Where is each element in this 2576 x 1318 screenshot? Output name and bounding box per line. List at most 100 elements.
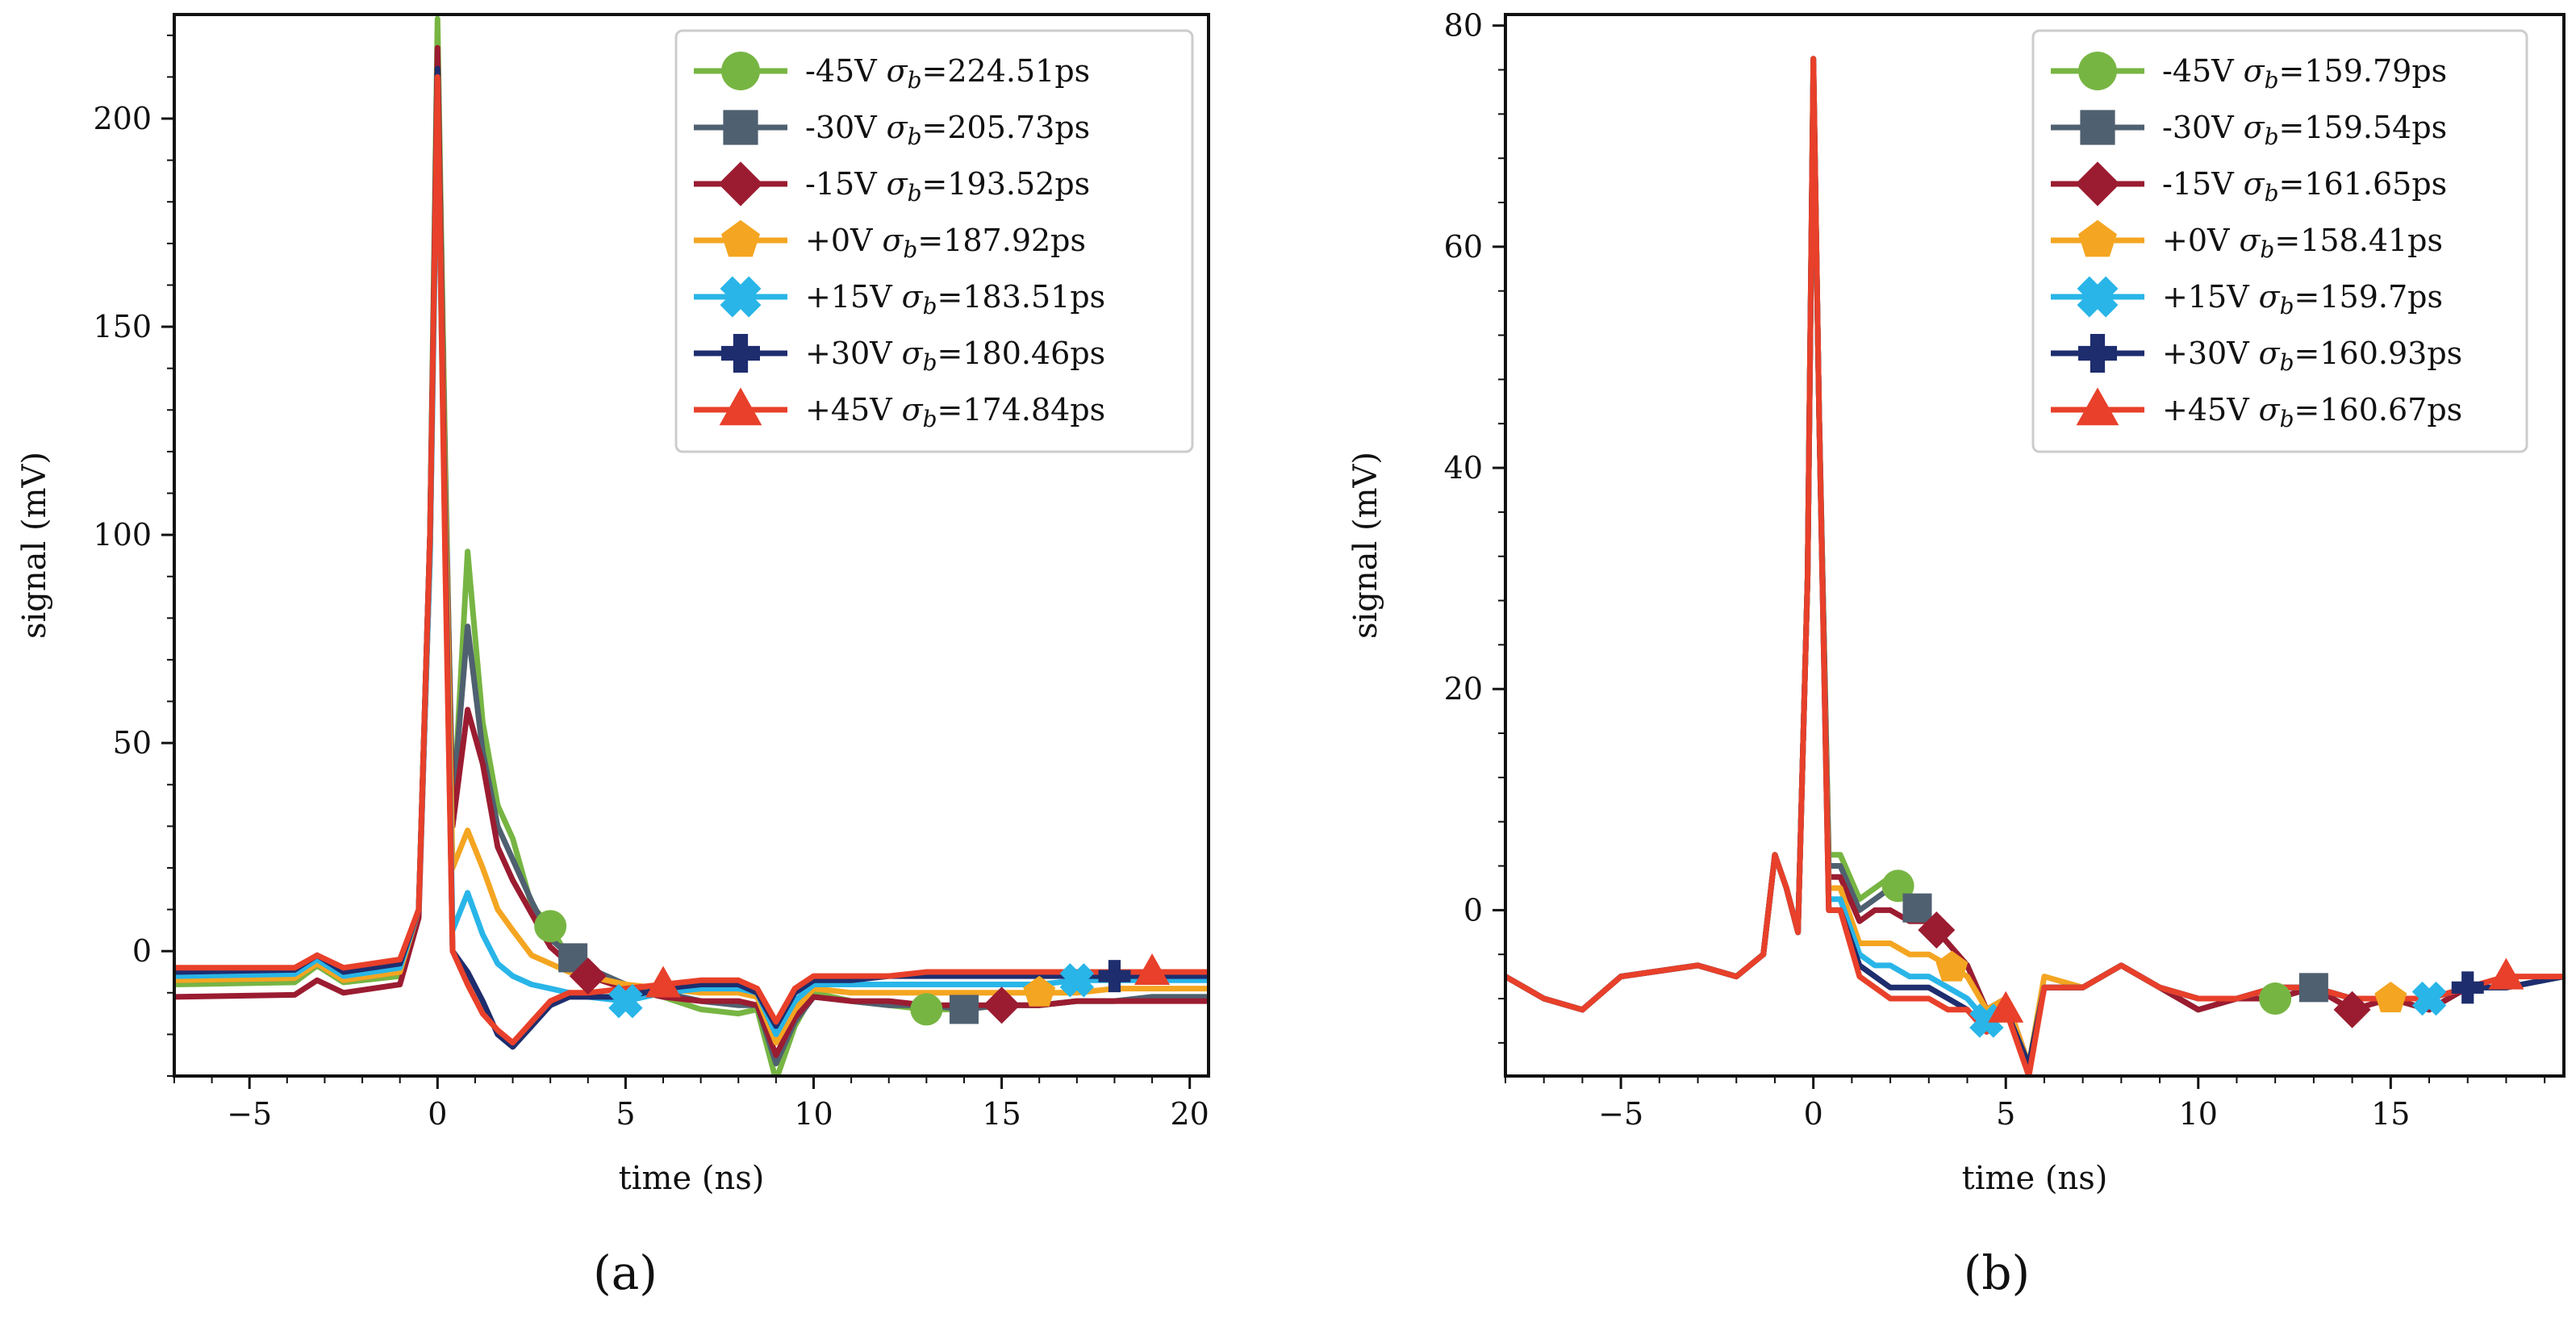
legend-value-b-4: 159.7ps [2319, 279, 2443, 315]
legend-voltage-a-2: -15V [805, 166, 877, 202]
legend-voltage-b-1: -30V [2162, 110, 2234, 145]
legend-sub-b-3: b [2260, 236, 2274, 263]
legend-sigma-b-1: σ [2244, 110, 2265, 145]
legend-eq-b-2: = [2279, 166, 2305, 202]
axes-frame-a [173, 13, 1210, 1078]
x-tick-label-a: 0 [428, 1096, 447, 1132]
series-marker-a-5-0 [1098, 960, 1131, 993]
legend-marker-b-5 [2078, 334, 2117, 373]
x-tick-label-a: 15 [982, 1096, 1021, 1132]
plot-area-a [174, 15, 1209, 1076]
y-tick-label-b: 60 [1444, 229, 1483, 265]
legend-sigma-a-4: σ [902, 279, 924, 315]
legend-frame-b [2031, 29, 2528, 453]
legend-eq-b-4: = [2294, 279, 2320, 315]
y-tick-label-a: 200 [93, 101, 152, 136]
y-tick-label-b: 20 [1444, 671, 1483, 707]
y-tick-label-b: 0 [1463, 892, 1483, 928]
legend-sub-a-2: b [908, 180, 922, 206]
legend-a: -45V σb=224.51ps-30V σb=205.73ps-15V σb=193… [674, 29, 1194, 453]
legend-sub-a-3: b [903, 236, 917, 263]
y-tick-label-a: 0 [132, 933, 152, 969]
y-tick-label-a: 50 [113, 725, 152, 761]
legend-voltage-b-2: -15V [2162, 166, 2234, 202]
legend-entry-a-2: -15V σb=193.52ps [805, 166, 1090, 206]
legend-marker-a-6 [719, 387, 762, 426]
series-marker-b-2-1 [2333, 991, 2371, 1028]
legend-eq-b-1: = [2279, 110, 2305, 145]
legend-marker-a-0 [721, 52, 760, 90]
legend-voltage-a-5: +30V [805, 336, 892, 371]
series-marker-a-0-0 [534, 910, 567, 943]
legend-sub-b-2: b [2265, 180, 2279, 206]
series-marker-a-1-1 [949, 995, 979, 1024]
legend-marker-a-1 [723, 110, 758, 145]
x-tick-label-a: 20 [1171, 1096, 1209, 1132]
legend-sigma-a-2: σ [887, 166, 908, 202]
series-marker-b-6-1 [2488, 957, 2524, 990]
x-tick-label-b: 5 [1996, 1096, 2015, 1132]
legend-eq-a-6: = [937, 392, 963, 428]
x-tick-label-a: 5 [616, 1096, 635, 1132]
legend-sigma-b-3: σ [2239, 223, 2261, 258]
legend-sub-a-1: b [908, 123, 922, 150]
legend-sigma-a-0: σ [887, 53, 908, 89]
legend-marker-a-5 [721, 334, 760, 373]
legend-marker-b-1 [2080, 110, 2115, 145]
series-marker-a-2-1 [983, 986, 1021, 1024]
legend-sub-b-1: b [2265, 123, 2279, 150]
legend-eq-a-1: = [922, 110, 948, 145]
legend-entry-a-5: +30V σb=180.46ps [805, 336, 1105, 376]
legend-frame-a [674, 29, 1194, 453]
legend-voltage-b-3: +0V [2162, 223, 2230, 258]
legend-voltage-a-4: +15V [805, 279, 892, 315]
panel-label-b: (b) [1964, 1245, 2030, 1300]
legend-entry-b-1: -30V σb=159.54ps [2162, 110, 2447, 150]
y-tick-label-a: 150 [93, 309, 152, 344]
legend-value-b-6: 160.67ps [2319, 392, 2462, 428]
legend-entry-a-4: +15V σb=183.51ps [805, 279, 1105, 319]
series-marker-a-6-1 [1134, 953, 1171, 985]
legend-eq-a-2: = [922, 166, 948, 202]
legend-entry-b-3: +0V σb=158.41ps [2162, 223, 2443, 263]
series-marker-b-3-1 [2374, 982, 2407, 1013]
legend-sub-b-0: b [2265, 67, 2279, 94]
legend-sigma-a-6: σ [902, 392, 924, 428]
legend-sigma-b-6: σ [2259, 392, 2281, 428]
legend-value-a-5: 180.46ps [962, 336, 1105, 371]
legend-voltage-b-5: +30V [2162, 336, 2249, 371]
series-marker-a-0-1 [910, 993, 943, 1026]
legend-sub-b-6: b [2280, 406, 2294, 432]
legend-marker-b-4 [2077, 276, 2119, 318]
series-marker-a-6-0 [645, 966, 682, 998]
legend-value-b-0: 159.79ps [2304, 53, 2447, 89]
series-marker-b-3-0 [1935, 950, 1969, 982]
legend-entry-b-6: +45V σb=160.67ps [2162, 392, 2462, 432]
series-marker-b-1-0 [1902, 893, 1932, 923]
legend-eq-b-5: = [2294, 336, 2320, 371]
y-tick-label-a: 100 [93, 517, 152, 553]
series-marker-b-0-1 [2259, 982, 2292, 1016]
legend-entry-b-5: +30V σb=160.93ps [2162, 336, 2462, 376]
y-tick-label-b: 40 [1444, 450, 1483, 486]
series-marker-b-1-1 [2298, 973, 2328, 1003]
legend-sigma-b-0: σ [2244, 53, 2265, 89]
legend-marker-b-0 [2078, 52, 2117, 90]
legend-entry-b-0: -45V σb=159.79ps [2162, 53, 2447, 94]
plot-area-b [1505, 56, 2564, 1076]
x-tick-label-b: −5 [1598, 1096, 1643, 1132]
legend-sigma-b-2: σ [2244, 166, 2265, 202]
legend-entry-a-6: +45V σb=174.84ps [805, 392, 1105, 432]
series-marker-a-4-1 [1059, 963, 1095, 998]
legend-sigma-a-5: σ [902, 336, 924, 371]
legend-sub-a-5: b [923, 349, 937, 376]
series-marker-b-5-0 [2451, 971, 2484, 1004]
legend-eq-a-5: = [937, 336, 963, 371]
legend-entry-a-0: -45V σb=224.51ps [805, 53, 1090, 94]
series-marker-a-2-0 [569, 957, 607, 995]
legend-value-b-1: 159.54ps [2304, 110, 2447, 145]
x-tick-label-b: 0 [1804, 1096, 1823, 1132]
x-tick-label-b: 15 [2371, 1096, 2410, 1132]
